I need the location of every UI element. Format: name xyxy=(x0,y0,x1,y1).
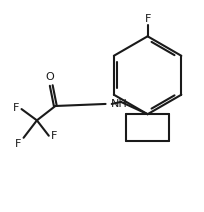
Text: F: F xyxy=(50,131,57,141)
Text: F: F xyxy=(144,14,150,24)
Text: F: F xyxy=(13,103,19,113)
Text: NH: NH xyxy=(111,99,127,109)
Text: F: F xyxy=(15,139,21,149)
Text: O: O xyxy=(46,72,54,82)
